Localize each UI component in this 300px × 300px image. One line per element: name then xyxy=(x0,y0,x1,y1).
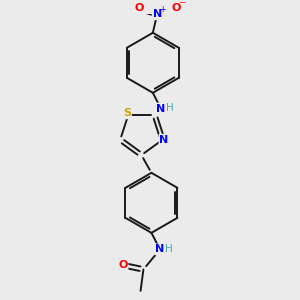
Text: +: + xyxy=(159,5,165,14)
Text: N: N xyxy=(156,103,166,113)
Text: O: O xyxy=(171,3,180,13)
Text: H: H xyxy=(165,244,172,254)
Text: N: N xyxy=(155,244,165,254)
Text: O: O xyxy=(118,260,128,270)
Text: H: H xyxy=(166,103,173,113)
Text: N: N xyxy=(159,135,169,145)
Text: O: O xyxy=(135,4,144,14)
Text: S: S xyxy=(123,108,131,118)
Text: N: N xyxy=(152,9,162,19)
Text: −: − xyxy=(178,0,185,7)
